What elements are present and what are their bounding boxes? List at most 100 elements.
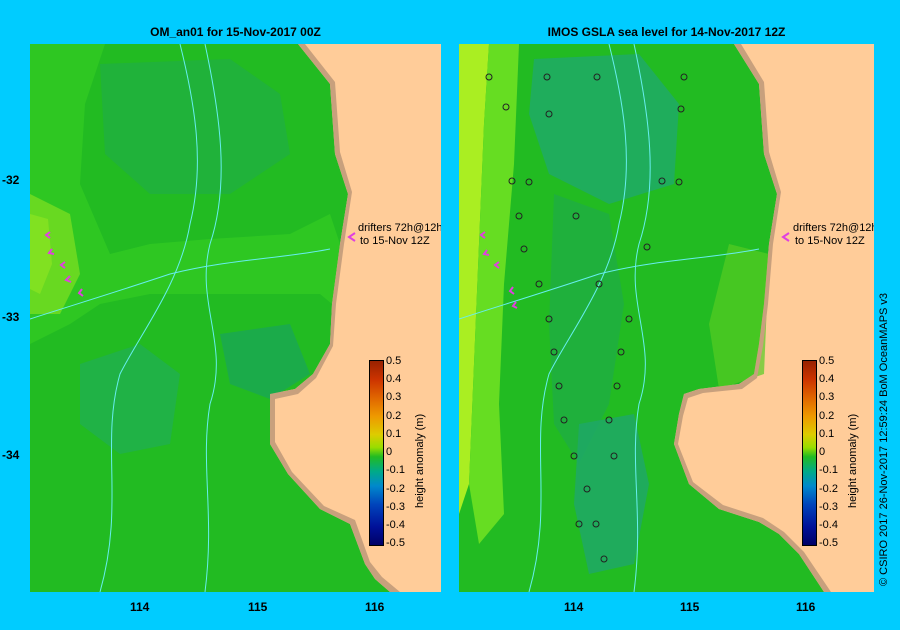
drifter-marker xyxy=(47,248,55,255)
colorbar-tick: -0.5 xyxy=(386,537,405,549)
altimeter-point xyxy=(610,452,618,460)
y-tick-label: -34 xyxy=(2,448,20,462)
altimeter-point xyxy=(485,73,493,81)
altimeter-point xyxy=(593,73,601,81)
colorbar xyxy=(802,360,817,546)
colorbar-tick: -0.3 xyxy=(386,501,405,513)
altimeter-point xyxy=(583,485,591,493)
altimeter-point xyxy=(560,416,568,424)
altimeter-point xyxy=(575,520,583,528)
colorbar-tick: 0 xyxy=(819,446,826,458)
ocean-region xyxy=(30,44,390,592)
colorbar-tick: 0 xyxy=(386,446,393,458)
altimeter-point xyxy=(625,315,633,323)
altimeter-point xyxy=(572,212,580,220)
drifter-legend-line-1: drifters 72h@12h xyxy=(358,222,441,234)
yellow-anomaly-patch xyxy=(459,44,489,514)
altimeter-point xyxy=(543,73,551,81)
drifter-marker xyxy=(479,231,486,239)
colorbar-tick: 0.5 xyxy=(386,355,402,367)
altimeter-point xyxy=(600,555,608,563)
colorbar-tick: -0.5 xyxy=(819,537,838,549)
colorbar-tick: -0.4 xyxy=(819,519,838,531)
left-map-panel: drifters 72h@12h to 15-Nov 12Z 0.5 0.4 0… xyxy=(30,44,441,592)
drifter-marker xyxy=(781,232,790,242)
cool-anomaly-patch-2 xyxy=(549,194,624,464)
altimeter-point xyxy=(535,280,543,288)
altimeter-point xyxy=(617,348,625,356)
isobath-line xyxy=(459,248,760,320)
altimeter-point xyxy=(605,416,613,424)
altimeter-point xyxy=(658,177,666,185)
drifter-marker xyxy=(44,231,51,239)
altimeter-point xyxy=(508,177,516,185)
altimeter-point xyxy=(677,105,685,113)
drifter-marker xyxy=(64,275,72,283)
colorbar-tick: -0.4 xyxy=(386,519,405,531)
x-tick-label: 114 xyxy=(130,600,150,614)
colorbar-tick: 0.4 xyxy=(819,373,835,385)
drifter-marker xyxy=(77,288,84,297)
altimeter-point xyxy=(545,110,553,118)
drifter-marker xyxy=(508,286,515,295)
drifter-marker xyxy=(59,261,66,269)
warm-anomaly-patch xyxy=(30,44,340,344)
altimeter-point xyxy=(520,245,528,253)
colorbar-tick: -0.2 xyxy=(386,483,405,495)
cool-anomaly-patch-2 xyxy=(80,344,180,454)
altimeter-point xyxy=(555,382,563,390)
y-tick-label: -33 xyxy=(2,310,20,324)
colorbar-tick: 0.1 xyxy=(819,428,835,440)
colorbar-tick: 0.3 xyxy=(386,391,402,403)
drifter-marker xyxy=(482,249,490,256)
cool-anomaly-patch-3 xyxy=(220,324,310,399)
colorbar-tick: -0.1 xyxy=(386,464,405,476)
right-panel-title: IMOS GSLA sea level for 14-Nov-2017 12Z xyxy=(547,25,786,39)
drifter-marker xyxy=(493,261,500,269)
colorbar-title: height anomaly (m) xyxy=(847,413,859,508)
x-tick-label: 115 xyxy=(680,600,700,614)
drifter-tracks xyxy=(479,231,790,309)
ocean-region xyxy=(459,44,824,592)
altimeter-point xyxy=(550,348,558,356)
x-tick-label: 116 xyxy=(365,600,385,614)
colorbar-tick: 0.2 xyxy=(386,410,402,422)
drifter-legend-line-2: to 15-Nov 12Z xyxy=(360,235,430,247)
altimeter-point xyxy=(595,280,603,288)
cool-anomaly-patch-3 xyxy=(574,414,649,574)
colorbar xyxy=(369,360,384,546)
left-panel-title: OM_an01 for 15-Nov-2017 00Z xyxy=(150,25,321,39)
altimeter-point xyxy=(545,315,553,323)
altimeter-point xyxy=(502,103,510,111)
cool-anomaly-patch xyxy=(529,54,679,204)
drifter-marker xyxy=(347,232,356,242)
colorbar-title: height anomaly (m) xyxy=(414,413,426,508)
colorbar-tick: 0.3 xyxy=(819,391,835,403)
x-tick-label: 114 xyxy=(564,600,584,614)
isobath-line xyxy=(30,248,331,320)
colorbar-tick: 0.2 xyxy=(819,410,835,422)
isobath-line xyxy=(633,44,651,592)
y-tick-label: -32 xyxy=(2,173,20,187)
altimeter-point xyxy=(613,382,621,390)
cool-anomaly-patch xyxy=(100,59,290,194)
drifter-legend-line-2: to 15-Nov 12Z xyxy=(795,235,865,247)
altimeter-point xyxy=(643,243,651,251)
altimeter-point xyxy=(570,452,578,460)
right-map-svg xyxy=(459,44,831,592)
warm-anomaly-patch xyxy=(709,244,769,389)
drifter-marker xyxy=(511,301,518,309)
left-map-svg xyxy=(30,44,400,592)
altimeter-point xyxy=(675,178,683,186)
right-map-panel: drifters 72h@12h to 15-Nov 12Z 0.5 0.4 0… xyxy=(459,44,874,592)
isobath-line xyxy=(528,44,627,592)
colorbar-tick: 0.4 xyxy=(386,373,402,385)
altimeter-point xyxy=(680,73,688,81)
colorbar-tick: 0.5 xyxy=(819,355,835,367)
isobath-line xyxy=(99,44,198,592)
isobath-line xyxy=(204,44,222,592)
colorbar-tick: 0.1 xyxy=(386,428,402,440)
colorbar-tick: -0.2 xyxy=(819,483,838,495)
coastal-shelf xyxy=(270,44,400,592)
drifter-legend-line-1: drifters 72h@12h xyxy=(793,222,874,234)
